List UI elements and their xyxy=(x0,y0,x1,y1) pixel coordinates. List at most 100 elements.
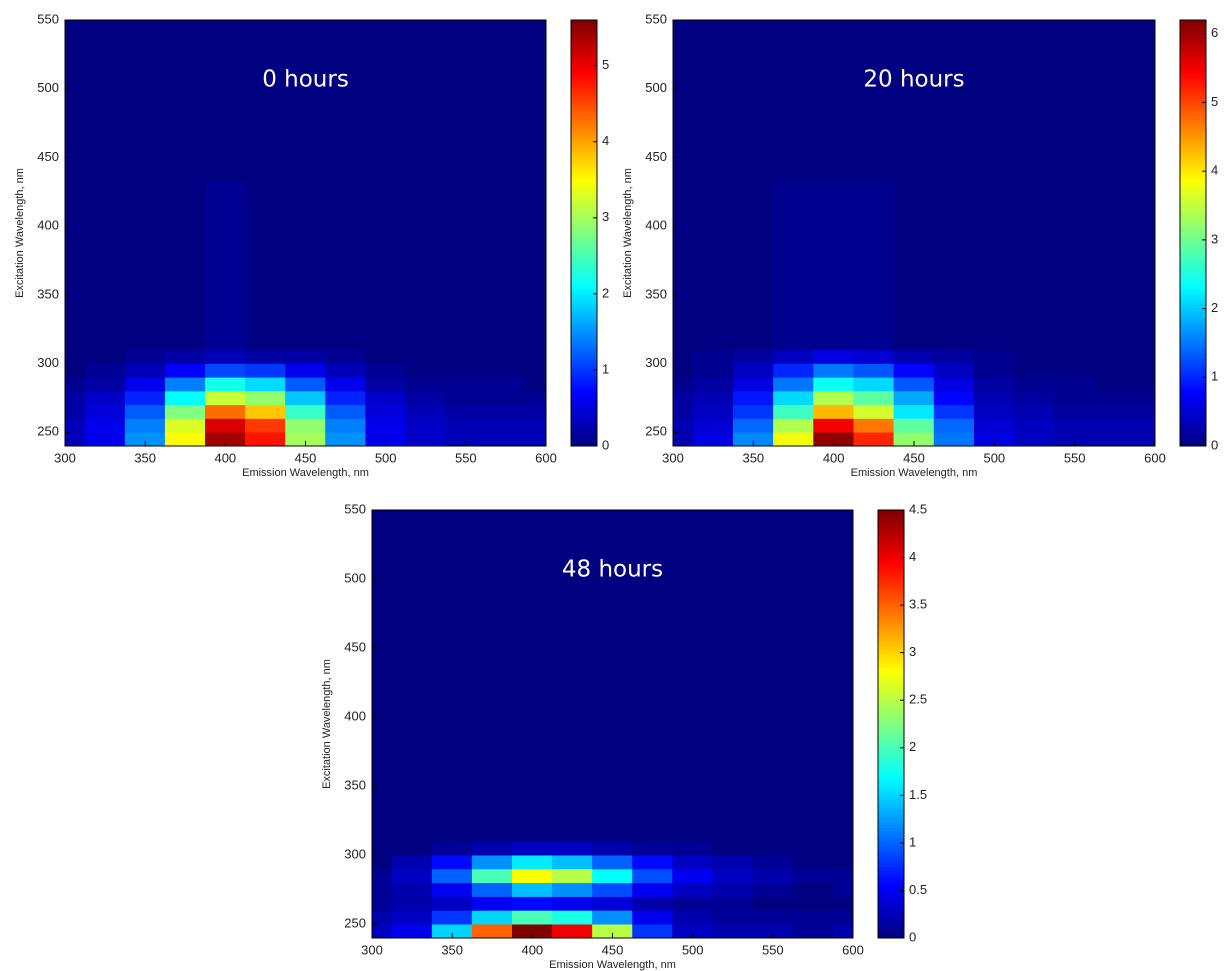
colorbar-segment xyxy=(878,852,904,857)
contour-cell xyxy=(525,181,547,351)
colorbar-segment xyxy=(571,218,597,223)
contour-cell xyxy=(245,19,286,182)
colorbar-segment xyxy=(1180,115,1206,120)
colorbar-segment xyxy=(1180,289,1206,294)
colorbar-segment xyxy=(878,588,904,593)
colorbar-segment xyxy=(1180,243,1206,248)
colorbar-segment xyxy=(1180,399,1206,404)
contour-cell xyxy=(325,418,366,433)
colorbar-segment xyxy=(1180,339,1206,344)
colorbar-segment xyxy=(878,784,904,789)
colorbar-segment xyxy=(571,240,597,245)
contour-cell xyxy=(672,910,714,925)
contour-cell xyxy=(365,19,407,182)
contour-cell xyxy=(204,349,246,364)
colorbar-segment xyxy=(878,706,904,711)
contour-cell xyxy=(164,390,206,406)
colorbar-tick-label: 1 xyxy=(1211,369,1218,384)
colorbar-segment xyxy=(571,307,597,312)
contour-cell xyxy=(592,868,633,884)
colorbar-tick-label: 3 xyxy=(1211,231,1218,246)
contour-cell xyxy=(672,896,714,911)
colorbar-segment xyxy=(1180,229,1206,234)
colorbar-segment xyxy=(571,257,597,262)
contour-cell xyxy=(672,181,694,351)
contour-cell xyxy=(933,418,975,433)
contour-cell xyxy=(773,181,814,351)
contour-cell xyxy=(64,363,86,378)
contour-cell xyxy=(672,349,694,364)
colorbar-segment xyxy=(878,556,904,561)
colorbar-segment xyxy=(878,681,904,686)
colorbar-segment xyxy=(1180,137,1206,142)
contour-cell xyxy=(204,181,246,351)
contour-cell xyxy=(592,896,633,911)
contour-cell xyxy=(732,376,774,392)
contour-cell xyxy=(773,431,814,447)
colorbar-segment xyxy=(878,599,904,604)
contour-cell xyxy=(325,363,366,378)
x-tick-label: 400 xyxy=(823,450,845,465)
colorbar-segment xyxy=(1180,158,1206,163)
colorbar-segment xyxy=(571,364,597,369)
colorbar-segment xyxy=(1180,435,1206,440)
contour-cell xyxy=(285,418,326,433)
contour-cell xyxy=(1094,418,1136,433)
colorbar-segment xyxy=(1180,282,1206,287)
contour-cell xyxy=(1094,390,1136,406)
y-tick-label: 500 xyxy=(37,80,59,95)
contour-cell xyxy=(973,19,1015,182)
contour-cell xyxy=(525,19,547,182)
contour-cell xyxy=(285,19,326,182)
contour-cell xyxy=(973,363,1015,378)
contour-cell xyxy=(632,854,673,870)
contour-cell xyxy=(64,431,86,447)
contour-cell xyxy=(893,376,935,392)
colorbar-segment xyxy=(878,688,904,693)
colorbar-segment xyxy=(878,873,904,878)
colorbar-segment xyxy=(878,913,904,918)
colorbar-frame xyxy=(570,19,598,447)
contour-cell xyxy=(552,841,593,856)
contour-cell xyxy=(752,854,794,870)
colorbar-segment xyxy=(878,649,904,654)
contour-cell xyxy=(325,376,366,392)
colorbar-segment xyxy=(878,716,904,721)
colorbar-segment xyxy=(1180,257,1206,262)
colorbar-segment xyxy=(878,656,904,661)
contour-cell xyxy=(365,181,407,351)
contour-cell xyxy=(245,431,286,447)
colorbar-segment xyxy=(1180,375,1206,380)
colorbar-segment xyxy=(1180,300,1206,305)
contour-cell xyxy=(371,896,393,911)
contour-cell xyxy=(813,390,855,406)
colorbar-segment xyxy=(878,574,904,579)
contour-cell xyxy=(84,431,126,447)
colorbar-segment xyxy=(571,208,597,213)
colorbar-segment xyxy=(571,353,597,358)
contour-cell xyxy=(792,854,834,870)
contour-cell xyxy=(893,181,935,351)
colorbar-segment xyxy=(1180,240,1206,245)
colorbar-segment xyxy=(878,592,904,597)
colorbar-segment xyxy=(571,126,597,131)
contour-cell xyxy=(933,19,975,182)
colorbar-segment xyxy=(571,190,597,195)
colorbar-segment xyxy=(1180,133,1206,138)
colorbar-tick-label: 4.5 xyxy=(909,501,927,516)
contour-cell xyxy=(1054,404,1096,419)
colorbar-segment xyxy=(571,83,597,88)
colorbar-segment xyxy=(1180,286,1206,291)
contour-cell xyxy=(485,418,527,433)
contour-cell xyxy=(773,19,814,182)
colorbar-segment xyxy=(878,624,904,629)
colorbar-segment xyxy=(571,282,597,287)
y-tick-label: 500 xyxy=(645,80,667,95)
colorbar-segment xyxy=(1180,304,1206,309)
colorbar-segment xyxy=(1180,328,1206,333)
y-tick-label: 400 xyxy=(344,709,366,724)
contour-cell xyxy=(511,910,553,925)
colorbar-segment xyxy=(1180,176,1206,181)
colorbar-segment xyxy=(878,595,904,600)
